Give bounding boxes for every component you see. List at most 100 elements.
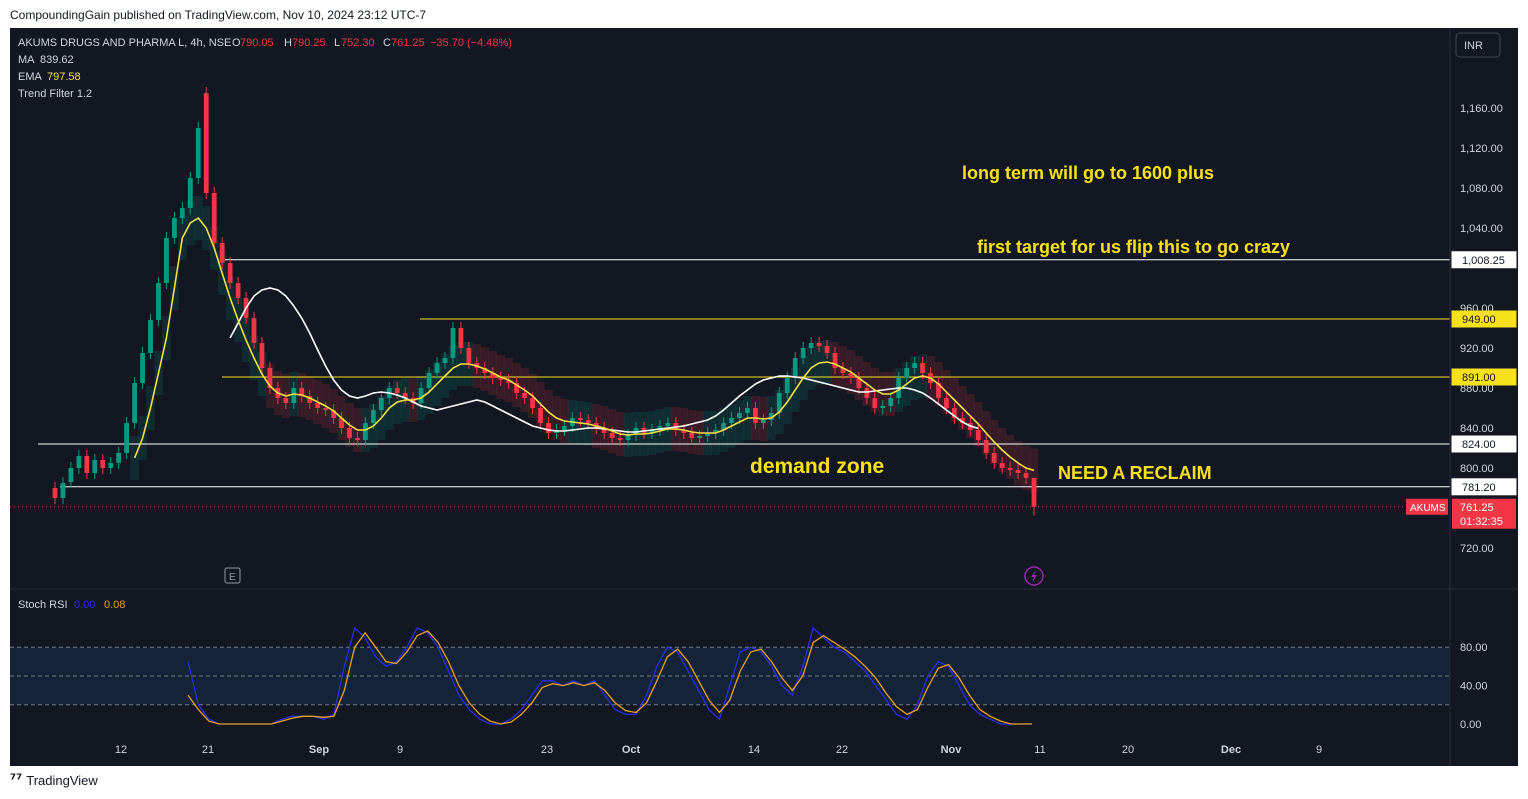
legend-ema-label[interactable]: EMA xyxy=(18,71,43,83)
legend-symbol[interactable]: AKUMS DRUGS AND PHARMA L, 4h, NSE xyxy=(18,37,231,49)
time-tick: 9 xyxy=(1316,744,1322,756)
time-tick: Sep xyxy=(309,744,329,756)
candle-body xyxy=(530,398,535,408)
time-axis[interactable]: 12 21 Sep 9 23 Oct 14 22 Nov 11 20 Dec 9 xyxy=(115,744,1322,756)
horizontal-levels xyxy=(10,259,1450,508)
candle-body xyxy=(267,368,273,388)
candle-body xyxy=(211,193,217,243)
candle-body xyxy=(370,410,376,423)
candle-body xyxy=(140,353,145,383)
candle-body xyxy=(522,393,527,398)
last-price-box xyxy=(1452,498,1516,529)
candle-body xyxy=(737,413,742,418)
candle-body xyxy=(68,468,74,482)
price-tick: 1,080.00 xyxy=(1460,183,1503,195)
candle-body xyxy=(999,463,1005,468)
price-label-box xyxy=(1451,251,1517,269)
candle-body xyxy=(776,393,782,413)
ema-line xyxy=(133,216,1035,472)
tradingview-logo-text: TradingView xyxy=(26,772,98,788)
chart-svg[interactable]: 1,160.001,120.001,080.001,040.00960.0092… xyxy=(10,28,1518,766)
time-tick: 21 xyxy=(202,744,214,756)
candle-body xyxy=(880,406,886,408)
chart-frame[interactable]: 1,160.00 1,120.00 1,080.00 1,040.00 960.00 92… xyxy=(10,28,1518,766)
tradingview-logo-icon: ⁷⁷ xyxy=(10,772,23,788)
candle-body xyxy=(378,398,384,410)
currency-button[interactable]: INR xyxy=(1455,32,1501,58)
annotation-long-term[interactable]: long term will go to 1600 plus xyxy=(962,163,1214,183)
price-label-text: 781.20 xyxy=(1462,482,1496,494)
currency-label: INR xyxy=(1464,40,1483,52)
candle-body xyxy=(649,430,655,433)
annotation-reclaim[interactable]: NEED A RECLAIM xyxy=(1058,463,1212,483)
annotation-demand-zone[interactable]: demand zone xyxy=(750,455,884,478)
candle-body xyxy=(219,243,225,263)
legend-ma-label[interactable]: MA xyxy=(18,54,35,66)
candle-body xyxy=(601,428,607,433)
candle-body xyxy=(1023,473,1029,478)
candle-body xyxy=(952,408,957,418)
price-tick: 1,160.00 xyxy=(1460,103,1503,115)
candle-body xyxy=(729,418,734,423)
candle-body xyxy=(195,128,201,178)
candle-body xyxy=(713,430,719,433)
price-tick: 800.00 xyxy=(1460,463,1494,475)
candle-body xyxy=(872,398,878,408)
candle-body xyxy=(665,423,671,426)
candle-body xyxy=(124,423,130,453)
candle-body xyxy=(418,388,424,403)
candle-body xyxy=(1015,470,1021,473)
earnings-marker[interactable]: E xyxy=(224,567,241,584)
candle-body xyxy=(991,453,997,463)
legend-o-label: O xyxy=(232,37,241,49)
candle-body xyxy=(187,178,193,208)
rsi-legend-label[interactable]: Stoch RSI xyxy=(18,599,68,611)
earnings-marker-label: E xyxy=(229,572,236,583)
candle-body xyxy=(824,346,830,353)
legend-ma-value: 839.62 xyxy=(40,54,74,66)
rsi-tick: 80.00 xyxy=(1460,642,1488,654)
candle-body xyxy=(721,423,726,430)
last-price-symbol-box xyxy=(1406,498,1448,515)
ma-line-path xyxy=(229,287,979,433)
candle-body xyxy=(753,408,758,423)
candle-body xyxy=(60,483,66,498)
price-label-box xyxy=(1451,478,1517,496)
candle-body xyxy=(227,263,233,283)
candle-body xyxy=(975,430,981,440)
candle-body xyxy=(402,393,408,398)
price-tick: 1,120.00 xyxy=(1460,143,1503,155)
price-label-box xyxy=(1451,368,1517,386)
tradingview-logo[interactable]: ⁷⁷ TradingView xyxy=(10,772,98,788)
candle-body xyxy=(76,456,82,468)
candle-body xyxy=(458,328,464,348)
candle-body xyxy=(355,438,360,440)
candle-body xyxy=(768,413,774,420)
candle-body xyxy=(816,343,822,346)
rsi-d-line xyxy=(187,630,1033,725)
candle-body xyxy=(506,380,512,383)
annotation-first-target[interactable]: first target for us flip this to go craz… xyxy=(977,237,1290,257)
candle-body xyxy=(498,378,504,380)
legend-h-value: 790.25 xyxy=(292,37,326,49)
price-label-text: 824.00 xyxy=(1462,439,1496,451)
candle-body xyxy=(148,320,153,353)
candle-body xyxy=(681,430,687,433)
candle-body xyxy=(840,368,846,373)
legend-ema-value: 797.58 xyxy=(47,71,81,83)
candle-body xyxy=(108,463,114,468)
candle-body xyxy=(164,238,169,283)
publisher-line: CompoundingGain published on TradingView… xyxy=(10,8,427,22)
price-axis[interactable]: 1,160.001,120.001,080.001,040.00960.0092… xyxy=(1406,103,1517,555)
candle-body xyxy=(888,398,894,406)
candlestick-series xyxy=(52,87,1037,516)
candle-body xyxy=(259,343,265,368)
candle-body xyxy=(490,373,496,378)
candle-body xyxy=(689,433,695,438)
lightning-icon[interactable] xyxy=(1024,566,1044,586)
candle-body xyxy=(92,460,98,473)
rsi-legend-d: 0.08 xyxy=(104,599,125,611)
last-price-countdown: 01:32:35 xyxy=(1460,516,1503,528)
candle-body xyxy=(52,488,58,498)
legend-trend-filter[interactable]: Trend Filter 1.2 xyxy=(18,88,92,100)
